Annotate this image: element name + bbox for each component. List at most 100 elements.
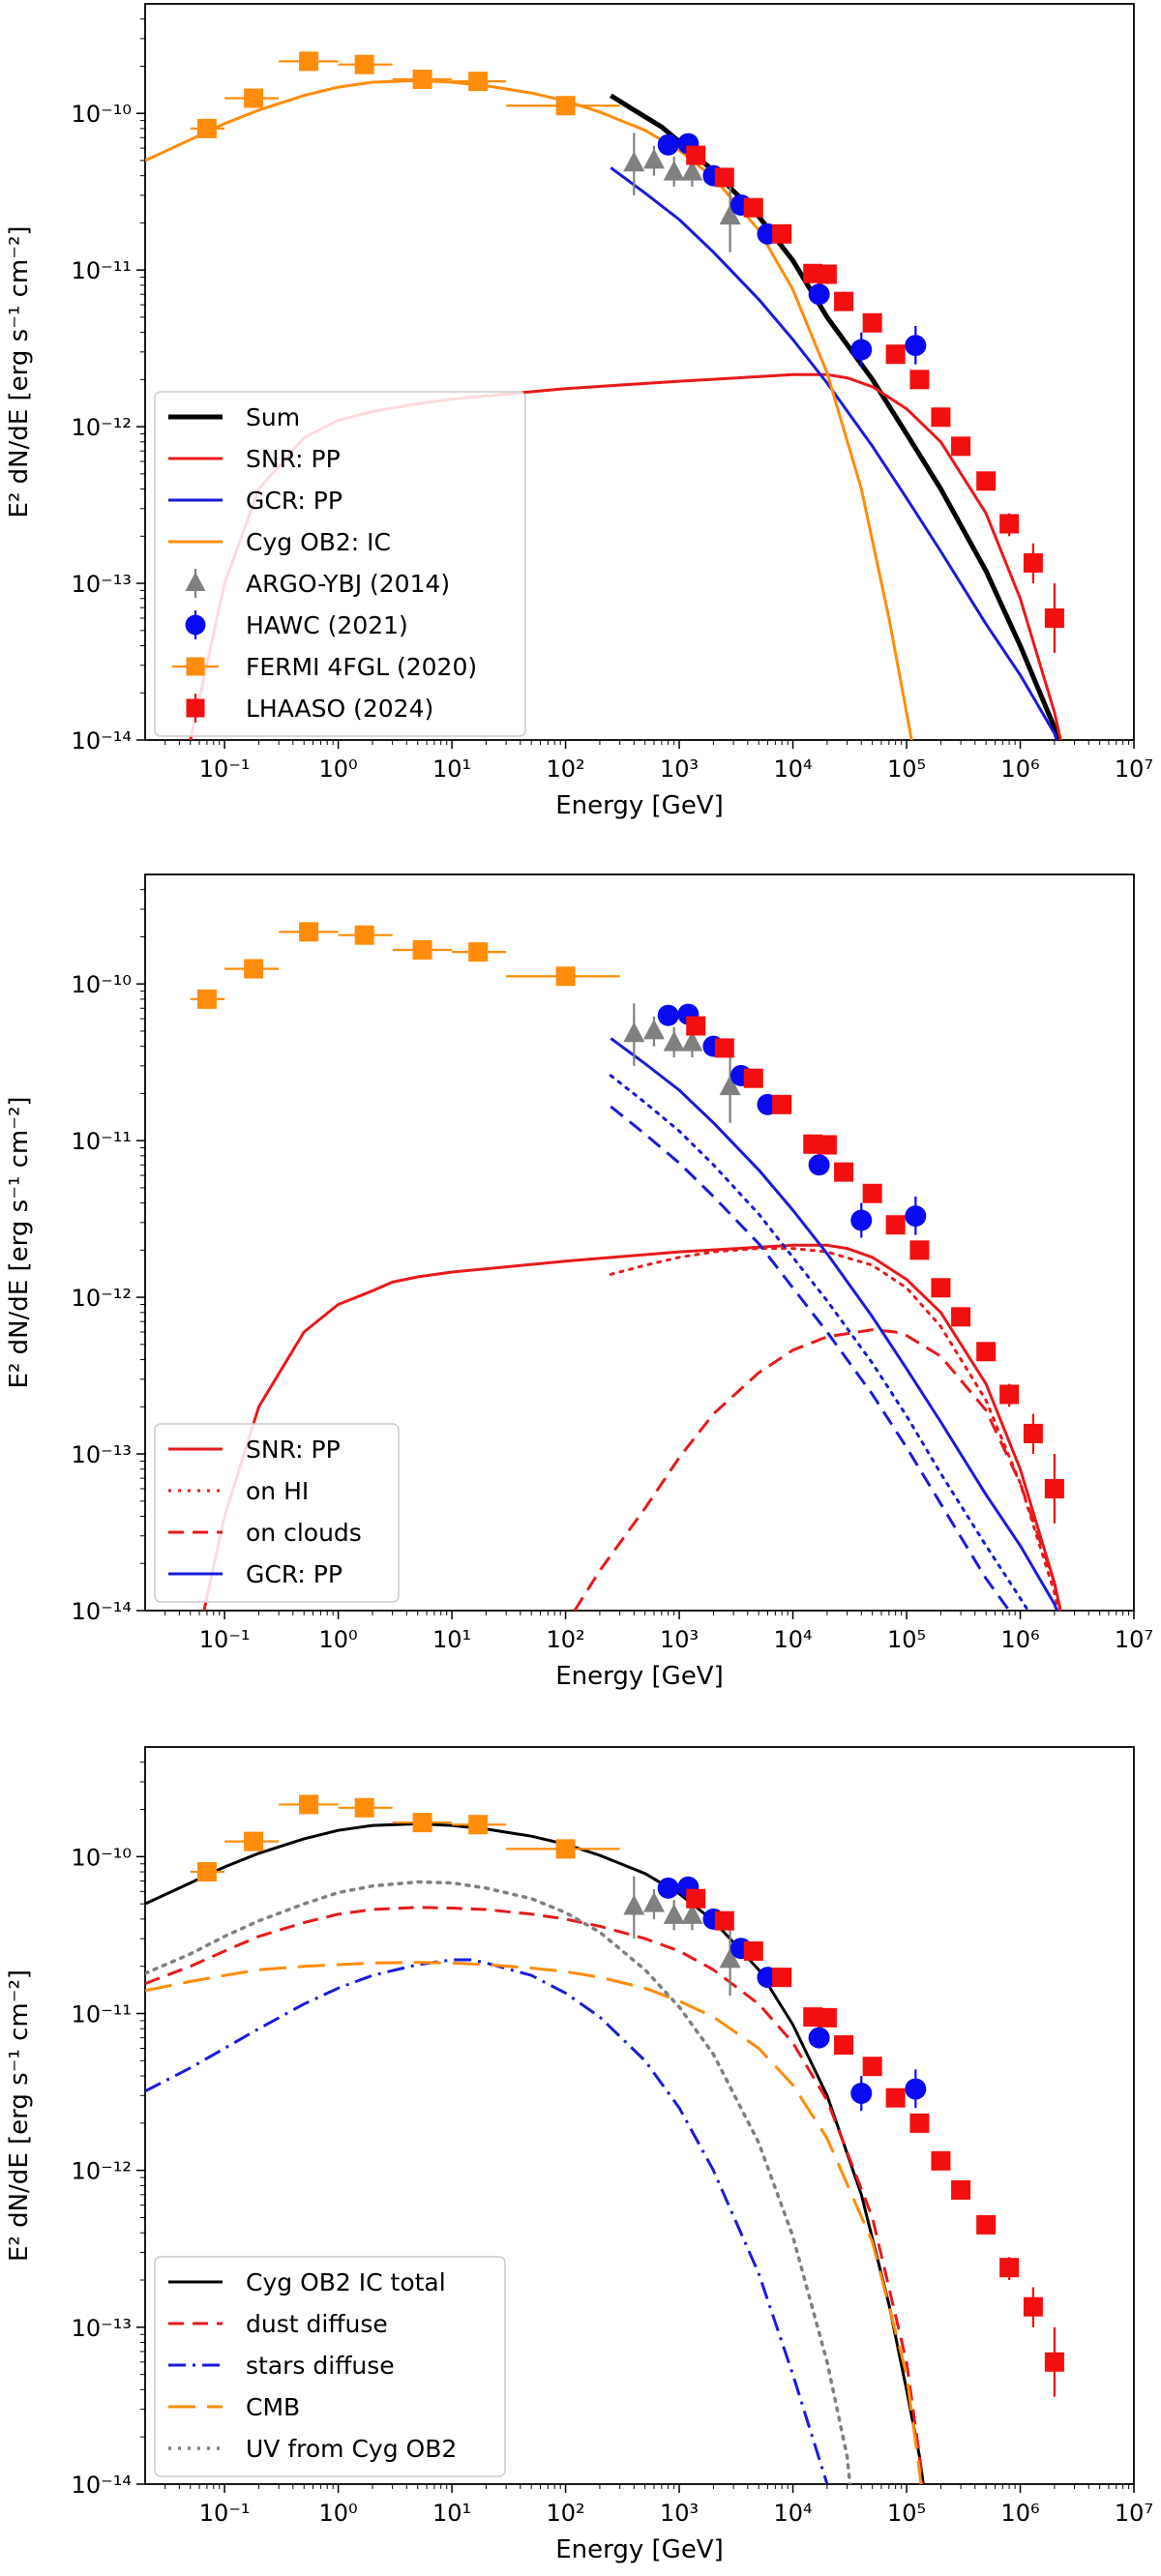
legend-label: Cyg OB2 IC total [246,2268,446,2296]
legend-label: GCR: PP [246,1560,342,1588]
x-tick-label: 10⁰ [319,2500,358,2527]
data-point [354,1797,374,1818]
legend: Sum SNR: PP GCR: PP Cyg OB2: IC ARGO-YBJ (20… [154,391,526,737]
data-point [817,1135,837,1155]
data-point [657,1877,679,1899]
data-point [905,335,927,357]
legend-label: CMB [246,2393,300,2421]
y-tick-label: 10⁻¹² [72,2158,132,2185]
series-line-gcr-on-clouds [610,1105,1011,1611]
legend-label: FERMI 4FGL (2020) [246,653,477,681]
dataset-fermi-4fgl-2020- [190,922,620,1009]
dataset-argo-ybj-2014- [623,1876,741,1997]
x-axis: 10⁻¹ 10⁰ 10¹ 10² 10³ 10⁴ 10⁵ 10⁶ 10⁷ [164,2484,1153,2527]
data-point [1023,552,1043,573]
data-point [681,160,703,181]
x-axis-label: Energy [GeV] [555,1662,724,1691]
data-point [850,2082,873,2104]
x-tick-label: 10⁷ [1115,1626,1153,1653]
y-axis-label: E² dN/dE [erg s⁻¹ cm⁻²] [5,1969,34,2262]
data-point [905,1205,927,1228]
data-point [951,2179,971,2200]
dataset-hawc-2021- [657,1876,927,2112]
legend-label: UV from Cyg OB2 [246,2435,457,2463]
x-tick-label: 10³ [660,2500,699,2527]
data-point [1023,2296,1043,2317]
data-point [1044,607,1064,628]
data-point [555,96,576,116]
data-point [663,160,685,181]
x-tick-label: 10³ [660,755,699,783]
x-tick-label: 10¹ [432,755,471,783]
y-tick-label: 10⁻¹⁰ [72,1844,132,1871]
data-point [772,1094,792,1114]
x-tick-label: 10⁵ [887,1626,926,1653]
data-point [663,1030,685,1051]
y-axis: 10⁻¹⁴ 10⁻¹³ 10⁻¹² 10⁻¹¹ 10⁻¹⁰ [72,1762,145,2499]
x-tick-label: 10³ [660,1626,699,1653]
chart-panel-bottom: 10⁻¹ 10⁰ 10¹ 10² 10³ 10⁴ 10⁵ 10⁶ 10⁷ Energy [GeV]… [5,1746,1153,2564]
x-tick-label: 10⁻¹ [199,2500,251,2527]
y-tick-label: 10⁻¹⁴ [72,727,132,755]
data-point [714,1910,734,1931]
data-point [354,925,374,945]
dataset-fermi-4fgl-2020- [190,1794,620,1882]
data-point [931,2150,951,2171]
y-tick-label: 10⁻¹³ [72,571,132,598]
y-tick-label: 10⁻¹⁰ [72,101,132,128]
legend-box [154,391,526,737]
data-point [719,1075,741,1096]
x-tick-label: 10¹ [432,1626,471,1653]
y-axis: 10⁻¹⁴ 10⁻¹³ 10⁻¹² 10⁻¹¹ 10⁻¹⁰ [72,18,145,755]
legend-box [154,2256,506,2477]
data-point [772,223,792,244]
series-line-stars-diffuse [145,1958,829,2484]
data-point [951,436,971,457]
x-tick-label: 10⁶ [1000,2500,1039,2527]
x-tick-label: 10² [546,755,584,783]
data-point [299,51,319,72]
data-point [299,922,319,942]
data-point [186,698,205,718]
y-tick-label: 10⁻¹³ [72,1441,132,1468]
data-point [931,407,951,428]
series-line-cmb [145,1961,923,2484]
data-point [657,1004,679,1026]
data-point [185,614,206,636]
data-point [244,959,264,979]
data-point [976,1342,997,1362]
x-tick-label: 10⁰ [319,755,358,783]
data-point [686,1888,706,1909]
legend-label: Sum [246,403,300,431]
x-tick-label: 10⁴ [773,755,812,783]
data-point [642,1891,665,1912]
series-line-snr-pp [202,1243,1062,1611]
series-line-gcr-on-hi [609,1074,1030,1611]
y-tick-label: 10⁻¹³ [72,2315,132,2342]
x-axis-label: Energy [GeV] [555,2535,724,2564]
data-point [555,966,576,987]
dataset-hawc-2021- [657,133,927,368]
legend-label: SNR: PP [246,445,341,473]
data-point [686,145,706,165]
legend: Cyg OB2 IC total dust diffuse stars diffus… [154,2256,506,2477]
data-point [909,370,930,390]
data-point [412,1813,432,1833]
data-point [885,2087,906,2108]
data-point [244,1831,264,1851]
data-point [663,1904,685,1924]
axes-frame [144,873,1135,1612]
y-axis: 10⁻¹⁴ 10⁻¹³ 10⁻¹² 10⁻¹¹ 10⁻¹⁰ [72,889,145,1625]
y-tick-label: 10⁻¹² [72,1285,132,1312]
series-line-dust-diffuse [145,1906,924,2484]
data-point [185,572,206,591]
series-line-on-clouds [573,1328,1062,1611]
data-point [196,989,217,1009]
dataset-argo-ybj-2014- [623,1003,741,1123]
data-point [642,148,665,169]
y-tick-label: 10⁻¹² [72,414,132,441]
data-point [976,471,997,491]
data-points [190,51,1064,653]
y-tick-label: 10⁻¹⁰ [72,971,132,998]
data-point [681,1904,703,1924]
